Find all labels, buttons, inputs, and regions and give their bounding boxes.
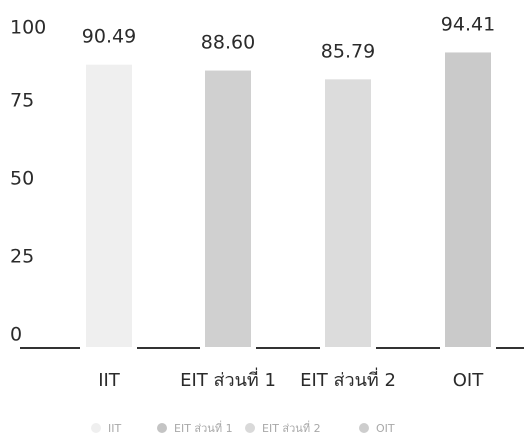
data-label-2: 88.60 xyxy=(201,32,255,54)
y-tick-label-0: 0 xyxy=(10,324,22,346)
data-label-1: 90.49 xyxy=(82,26,136,48)
x-tick-label-2: EIT ส่วนที่ 1 xyxy=(180,367,276,391)
bar-4 xyxy=(445,52,491,348)
y-tick-label-25: 25 xyxy=(10,246,34,268)
bar-1 xyxy=(86,64,132,347)
y-tick-label-75: 75 xyxy=(10,90,34,112)
legend-swatch-2 xyxy=(157,423,167,433)
legend-label-2: EIT ส่วนที่ 1 xyxy=(174,420,233,435)
legend-label-1: IIT xyxy=(108,422,121,435)
x-tick-label-1: IIT xyxy=(98,370,121,391)
legend-label-4: OIT xyxy=(376,422,395,435)
legend-swatch-4 xyxy=(359,423,369,433)
y-tick-label-50: 50 xyxy=(10,168,34,190)
legend-swatch-3 xyxy=(245,423,255,433)
bar-3 xyxy=(325,79,371,347)
bar-2 xyxy=(205,70,251,348)
data-label-4: 94.41 xyxy=(441,13,495,35)
y-tick-label-100: 100 xyxy=(10,17,46,39)
x-tick-label-4: OIT xyxy=(453,370,484,391)
legend-swatch-1 xyxy=(91,423,101,433)
legend-label-3: EIT ส่วนที่ 2 xyxy=(262,420,321,435)
data-label-3: 85.79 xyxy=(321,40,375,62)
x-tick-label-3: EIT ส่วนที่ 2 xyxy=(300,367,396,391)
